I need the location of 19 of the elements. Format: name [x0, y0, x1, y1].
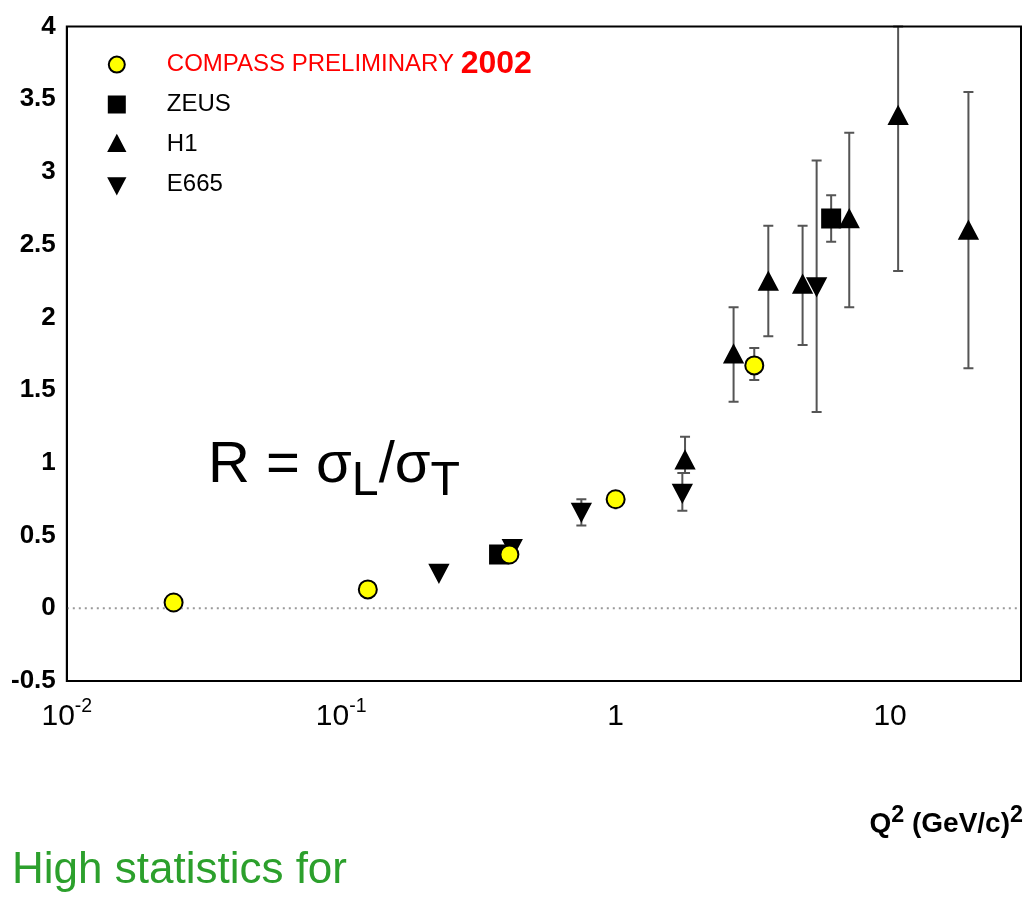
annotation: R = σ$_{L}$/σ$_{T}$: [208, 428, 461, 506]
x-axis-title: Q$^{2}$ (GeV/c)$^{2}$: [869, 801, 1023, 840]
y-tick-label: 0: [41, 591, 56, 622]
y-tick-label: 3: [41, 155, 56, 186]
y-tick-label: -0.5: [10, 664, 56, 695]
x-tick-label: 10: [873, 698, 907, 731]
y-tick-label: 1: [41, 446, 56, 477]
y-tick-label: 0.5: [19, 518, 56, 549]
text: High statistics for: [12, 843, 347, 893]
legend-label: COMPASS PRELIMINARY 2002: [166, 44, 532, 81]
legend-label: H1: [166, 129, 198, 157]
y-tick-label: 1.5: [19, 373, 56, 404]
legend-label: E665: [166, 169, 223, 197]
x-tick-label: 1: [607, 698, 624, 731]
y-tick-label: 2: [41, 300, 56, 331]
y-tick-label: 4: [41, 9, 57, 40]
legend-label: ZEUS: [166, 89, 231, 117]
y-tick-label: 3.5: [19, 82, 56, 113]
y-tick-label: 2.5: [19, 227, 56, 258]
